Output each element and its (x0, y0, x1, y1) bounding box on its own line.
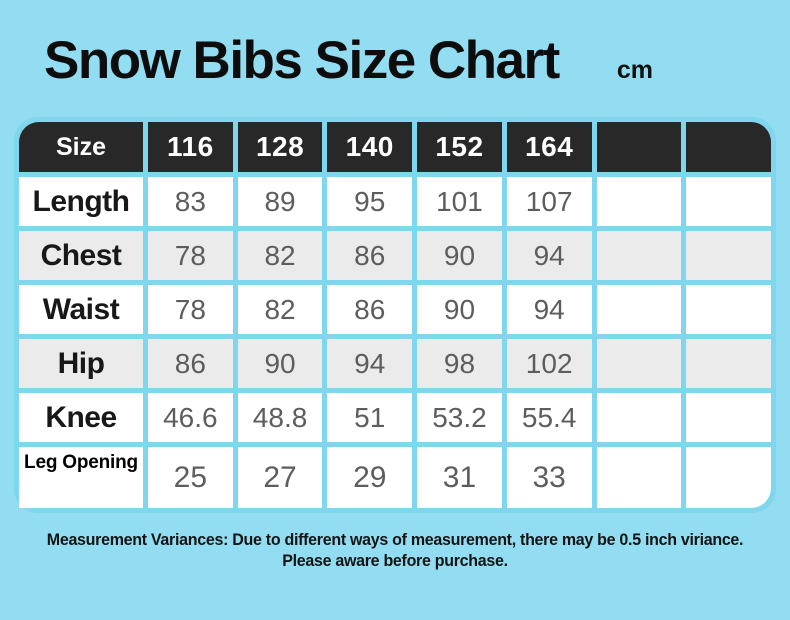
table-row-waist: Waist 78 82 86 90 94 (19, 285, 771, 334)
cell-leg-opening-empty-1 (596, 447, 682, 508)
table-row-length: Length 83 89 95 101 107 (19, 177, 771, 226)
row-label-length: Length (19, 177, 143, 226)
cell-chest-empty-1 (596, 231, 682, 280)
cell-leg-opening-empty-2 (686, 447, 771, 508)
cell-chest-164: 94 (506, 231, 592, 280)
table-row-chest: Chest 78 82 86 90 94 (19, 231, 771, 280)
table-row-leg-opening: Leg Opening 25 27 29 31 33 (19, 447, 771, 508)
cell-waist-empty-1 (596, 285, 682, 334)
cell-length-empty-1 (596, 177, 682, 226)
cell-hip-empty-2 (686, 339, 771, 388)
table-header-row: Size 116 128 140 152 164 (19, 122, 771, 172)
cell-length-116: 83 (148, 177, 233, 226)
cell-knee-152: 53.2 (417, 393, 502, 442)
header-cell-116: 116 (148, 122, 233, 172)
unit-label: cm (616, 56, 653, 84)
footer-line-1: Measurement Variances: Due to different … (46, 531, 744, 549)
cell-waist-116: 78 (148, 285, 233, 334)
cell-leg-opening-140: 29 (327, 447, 413, 508)
cell-chest-116: 78 (148, 231, 233, 280)
header-cell-164: 164 (506, 122, 592, 172)
cell-leg-opening-164: 33 (506, 447, 592, 508)
size-chart-table: Size 116 128 140 152 164 Length 83 89 95… (14, 117, 776, 513)
cell-knee-128: 48.8 (237, 393, 323, 442)
row-label-hip: Hip (19, 339, 143, 388)
header-cell-empty-2 (686, 122, 771, 172)
header-cell-152: 152 (417, 122, 502, 172)
row-label-chest: Chest (19, 231, 143, 280)
header-cell-empty-1 (596, 122, 682, 172)
cell-length-164: 107 (506, 177, 592, 226)
cell-chest-152: 90 (417, 231, 502, 280)
cell-hip-164: 102 (506, 339, 592, 388)
cell-knee-empty-2 (686, 393, 771, 442)
cell-length-128: 89 (237, 177, 323, 226)
page-title: Snow Bibs Size Chart (44, 31, 560, 90)
cell-length-152: 101 (417, 177, 502, 226)
header-cell-size: Size (19, 122, 143, 172)
cell-knee-116: 46.6 (148, 393, 233, 442)
cell-length-140: 95 (327, 177, 413, 226)
cell-waist-164: 94 (506, 285, 592, 334)
cell-waist-empty-2 (686, 285, 771, 334)
title-row: Snow Bibs Size Chart cm (0, 0, 790, 96)
cell-waist-128: 82 (237, 285, 323, 334)
footer-note: Measurement Variances: Due to different … (12, 530, 778, 572)
cell-chest-128: 82 (237, 231, 323, 280)
cell-knee-140: 51 (327, 393, 413, 442)
cell-hip-116: 86 (148, 339, 233, 388)
footer-line-2: Please aware before purchase. (282, 551, 508, 570)
cell-leg-opening-152: 31 (417, 447, 502, 508)
cell-knee-164: 55.4 (506, 393, 592, 442)
table-row-hip: Hip 86 90 94 98 102 (19, 339, 771, 388)
cell-leg-opening-116: 25 (148, 447, 233, 508)
cell-hip-152: 98 (417, 339, 502, 388)
row-label-knee: Knee (19, 393, 143, 442)
cell-waist-140: 86 (327, 285, 413, 334)
cell-leg-opening-128: 27 (237, 447, 323, 508)
header-cell-128: 128 (237, 122, 323, 172)
cell-chest-empty-2 (686, 231, 771, 280)
cell-hip-empty-1 (596, 339, 682, 388)
row-label-leg-opening: Leg Opening (19, 447, 143, 508)
cell-hip-140: 94 (327, 339, 413, 388)
cell-length-empty-2 (686, 177, 771, 226)
cell-knee-empty-1 (596, 393, 682, 442)
header-cell-140: 140 (327, 122, 413, 172)
table-row-knee: Knee 46.6 48.8 51 53.2 55.4 (19, 393, 771, 442)
cell-chest-140: 86 (327, 231, 413, 280)
row-label-waist: Waist (19, 285, 143, 334)
cell-hip-128: 90 (237, 339, 323, 388)
cell-waist-152: 90 (417, 285, 502, 334)
